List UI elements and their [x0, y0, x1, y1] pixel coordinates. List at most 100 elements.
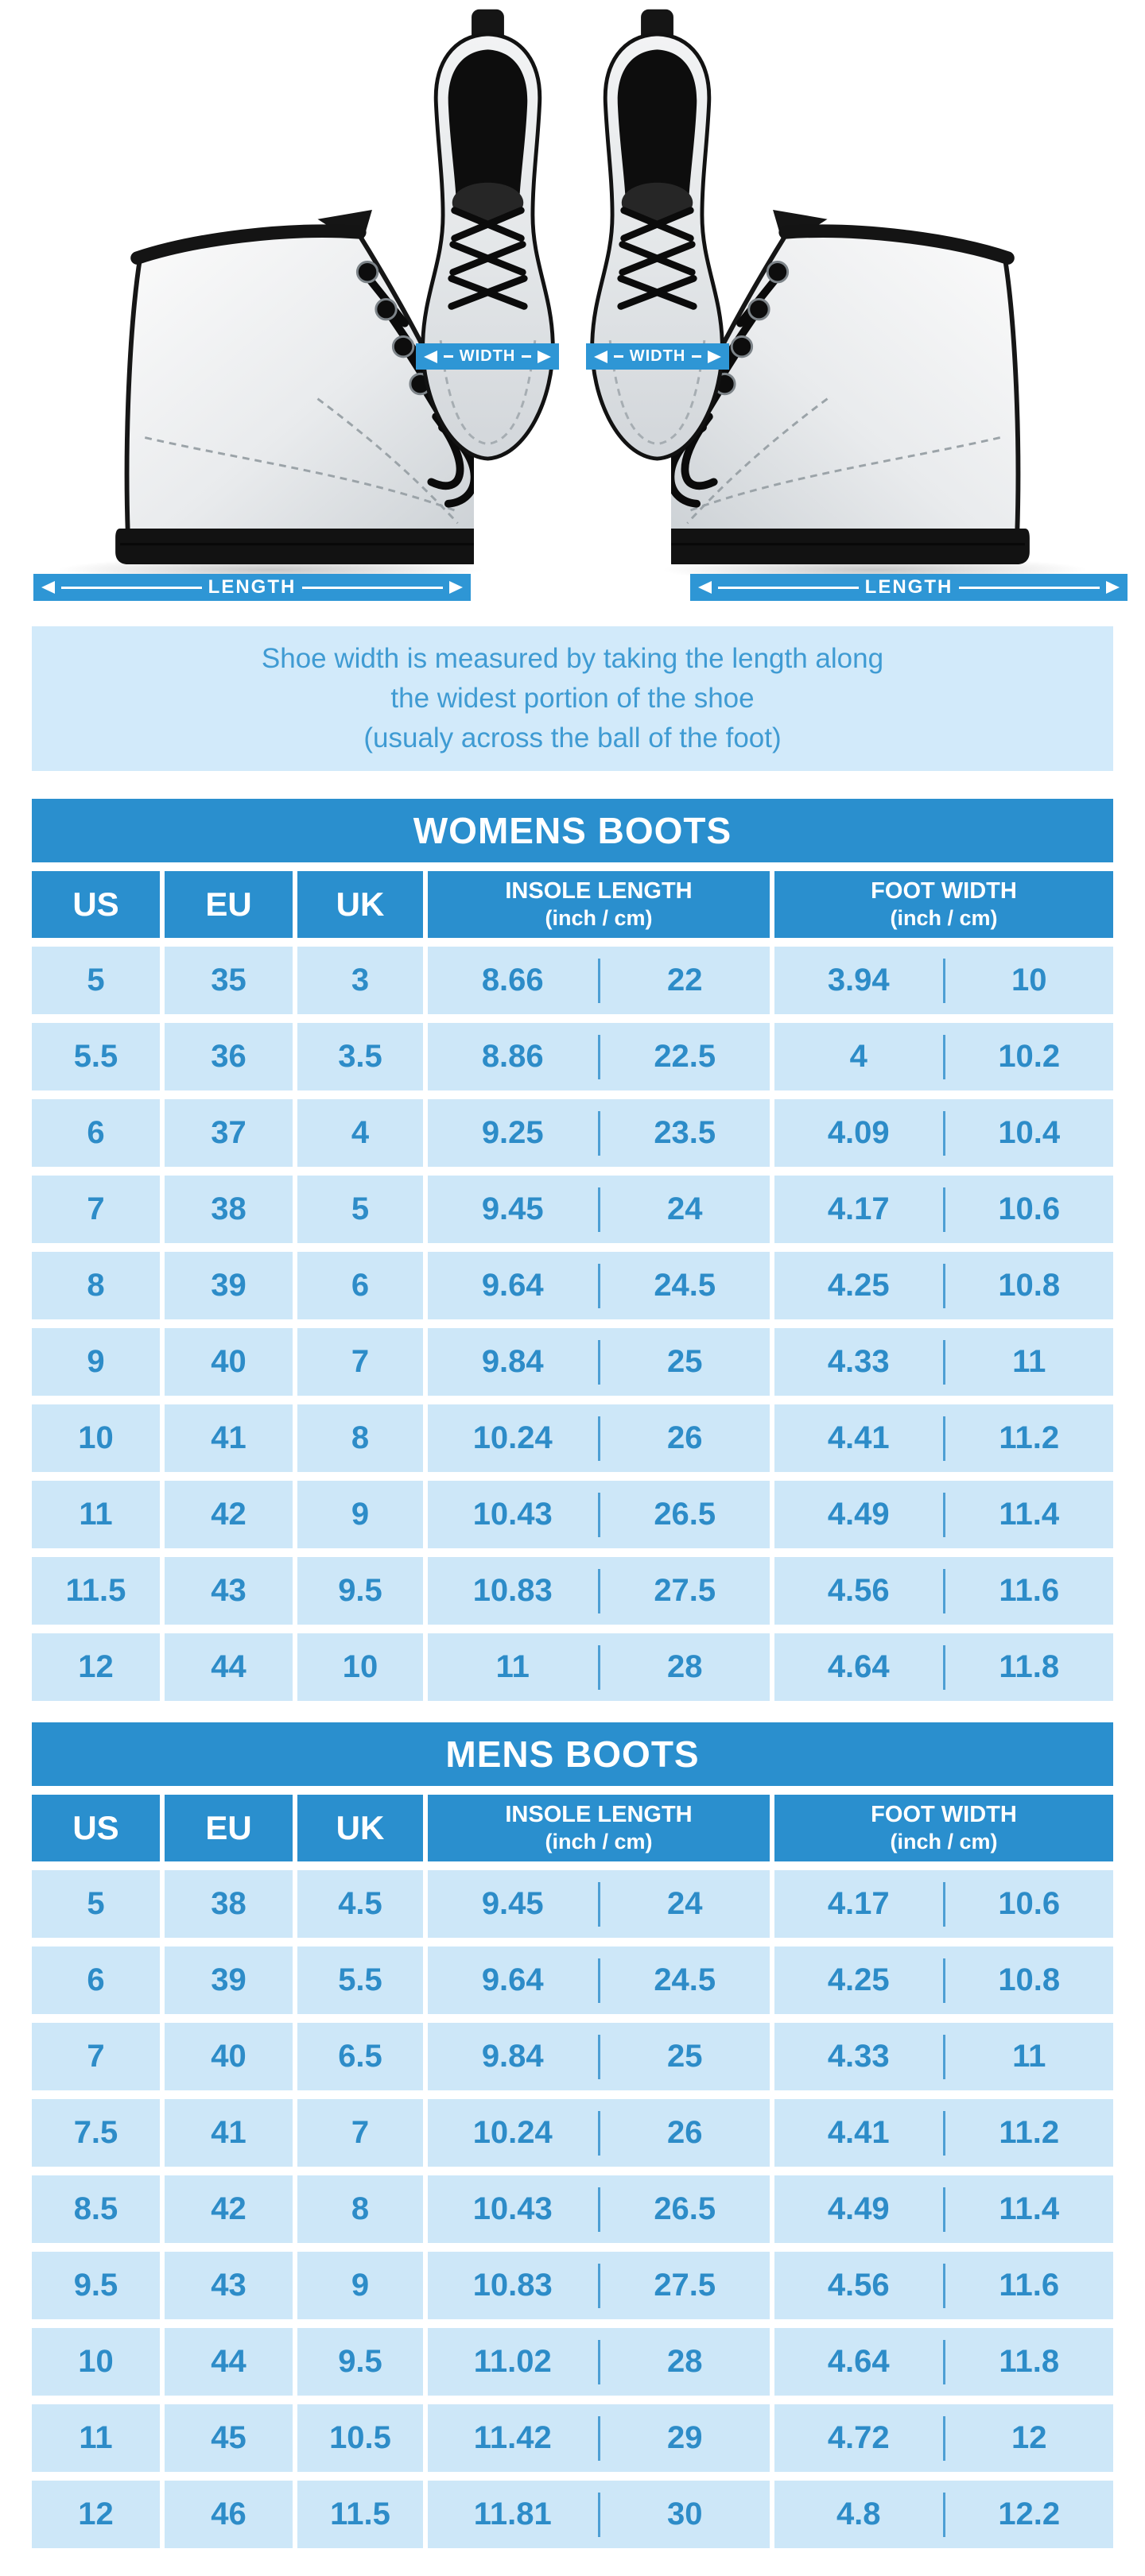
table-row: 8 39 6 9.64 24.5 4.25 10.8 [32, 1252, 1113, 1319]
divider [597, 2415, 600, 2461]
arrow-right-icon [449, 581, 464, 594]
measure-cell: 9.64 24.5 [428, 1947, 770, 2014]
value-inch: 9.45 [481, 1886, 544, 1921]
note-line: Shoe width is measured by taking the len… [261, 643, 884, 675]
size-cell: 42 [165, 2175, 293, 2243]
arrow-right-icon [538, 350, 552, 363]
divider [942, 2415, 945, 2461]
boot-side-left-image [52, 208, 491, 566]
size-cell: 46 [165, 2481, 293, 2548]
size-cell: 7 [297, 2099, 423, 2167]
divider [597, 2034, 600, 2079]
size-cell: 7.5 [32, 2099, 160, 2167]
measure-cell: 10.83 27.5 [428, 2252, 770, 2319]
value-inch: 4.41 [827, 1420, 890, 1455]
size-cell: 6.5 [297, 2023, 423, 2090]
measure-cell: 8.86 22.5 [428, 1023, 770, 1090]
boot-top-right-image [586, 3, 729, 488]
measure-cell: 4.09 10.4 [774, 1099, 1113, 1167]
table-row: 12 46 11.5 11.81 30 4.8 12.2 [32, 2481, 1113, 2548]
value-inch: 4.49 [827, 1497, 890, 1532]
divider [597, 1110, 600, 1156]
measure-cell: 4.41 11.2 [774, 1404, 1113, 1472]
length-band: LENGTH [33, 574, 471, 601]
size-cell: 38 [165, 1870, 293, 1938]
arrow-left-icon [41, 581, 55, 594]
divider [597, 1644, 600, 1690]
value-inch: 9.64 [481, 1268, 544, 1303]
value-inch: 4.56 [827, 2268, 890, 2303]
value-cm: 30 [667, 2497, 703, 2531]
measure-line [692, 355, 702, 358]
size-cell: 8.5 [32, 2175, 160, 2243]
measure-cell: 4.33 11 [774, 2023, 1113, 2090]
boot-side-right-image [654, 208, 1093, 566]
value-cm: 11.8 [999, 1649, 1060, 1684]
value-cm: 10.8 [998, 1962, 1061, 1997]
divider [942, 1644, 945, 1690]
value-inch: 4 [849, 1039, 867, 1074]
measure-cell: 10.83 27.5 [428, 1557, 770, 1625]
arrow-left-icon [424, 350, 437, 363]
value-inch: 4.41 [827, 2115, 890, 2150]
measure-line [718, 586, 859, 589]
value-inch: 4.72 [827, 2420, 890, 2455]
value-inch: 9.45 [481, 1191, 544, 1226]
measure-cell: 9.84 25 [428, 2023, 770, 2090]
divider [597, 1339, 600, 1385]
table-row: 7 38 5 9.45 24 4.17 10.6 [32, 1176, 1113, 1243]
value-inch: 10.83 [472, 1573, 553, 1608]
width-label: WIDTH [629, 347, 686, 365]
column-header: EU [165, 1795, 293, 1861]
value-cm: 11.8 [999, 2344, 1060, 2379]
measure-cell: 4.49 11.4 [774, 2175, 1113, 2243]
measure-cell: 4.41 11.2 [774, 2099, 1113, 2167]
divider [597, 2263, 600, 2308]
size-cell: 11 [32, 1481, 160, 1548]
table-row: 6 37 4 9.25 23.5 4.09 10.4 [32, 1099, 1113, 1167]
table-row: 11.5 43 9.5 10.83 27.5 4.56 11.6 [32, 1557, 1113, 1625]
measure-cell: 4 10.2 [774, 1023, 1113, 1090]
divider [597, 1492, 600, 1537]
table-row: 9 40 7 9.84 25 4.33 11 [32, 1328, 1113, 1396]
value-inch: 10.43 [472, 2191, 553, 2226]
measure-cell: 8.66 22 [428, 947, 770, 1014]
measure-cell: 9.45 24 [428, 1176, 770, 1243]
arrow-left-icon [594, 350, 607, 363]
boot-top-left-image [416, 3, 559, 488]
divider [942, 2339, 945, 2384]
size-cell: 9 [297, 2252, 423, 2319]
value-cm: 26.5 [654, 2191, 716, 2226]
column-header: FOOT WIDTH (inch / cm) [774, 1795, 1113, 1861]
value-cm: 11 [1012, 1344, 1046, 1379]
size-cell: 39 [165, 1252, 293, 1319]
measure-cell: 4.25 10.8 [774, 1947, 1113, 2014]
measure-cell: 4.17 10.6 [774, 1176, 1113, 1243]
value-inch: 4.17 [827, 1191, 890, 1226]
size-cell: 37 [165, 1099, 293, 1167]
divider [942, 1958, 945, 2003]
value-cm: 23.5 [654, 1115, 716, 1150]
divider [942, 2187, 945, 2232]
column-header-label: INSOLE LENGTH [505, 878, 693, 904]
measure-cell: 4.64 11.8 [774, 2328, 1113, 2396]
size-cell: 3.5 [297, 1023, 423, 1090]
value-cm: 28 [667, 2344, 703, 2379]
width-band: WIDTH [416, 343, 559, 370]
size-cell: 9.5 [32, 2252, 160, 2319]
divider [942, 958, 945, 1003]
value-inch: 4.64 [827, 1649, 890, 1684]
column-header: US [32, 1795, 160, 1861]
size-cell: 11.5 [297, 2481, 423, 2548]
column-header-label: FOOT WIDTH [871, 1802, 1017, 1827]
arrow-left-icon [698, 581, 712, 594]
divider [597, 1034, 600, 1079]
divider [597, 2187, 600, 2232]
divider [597, 1416, 600, 1461]
table-row: 11 42 9 10.43 26.5 4.49 11.4 [32, 1481, 1113, 1548]
size-cell: 6 [32, 1099, 160, 1167]
divider [942, 2263, 945, 2308]
divider [597, 958, 600, 1003]
size-table: MENS BOOTS US EU UK INSOLE LENGTH (inch / cm)… [32, 1722, 1113, 2548]
measure-cell: 4.25 10.8 [774, 1252, 1113, 1319]
